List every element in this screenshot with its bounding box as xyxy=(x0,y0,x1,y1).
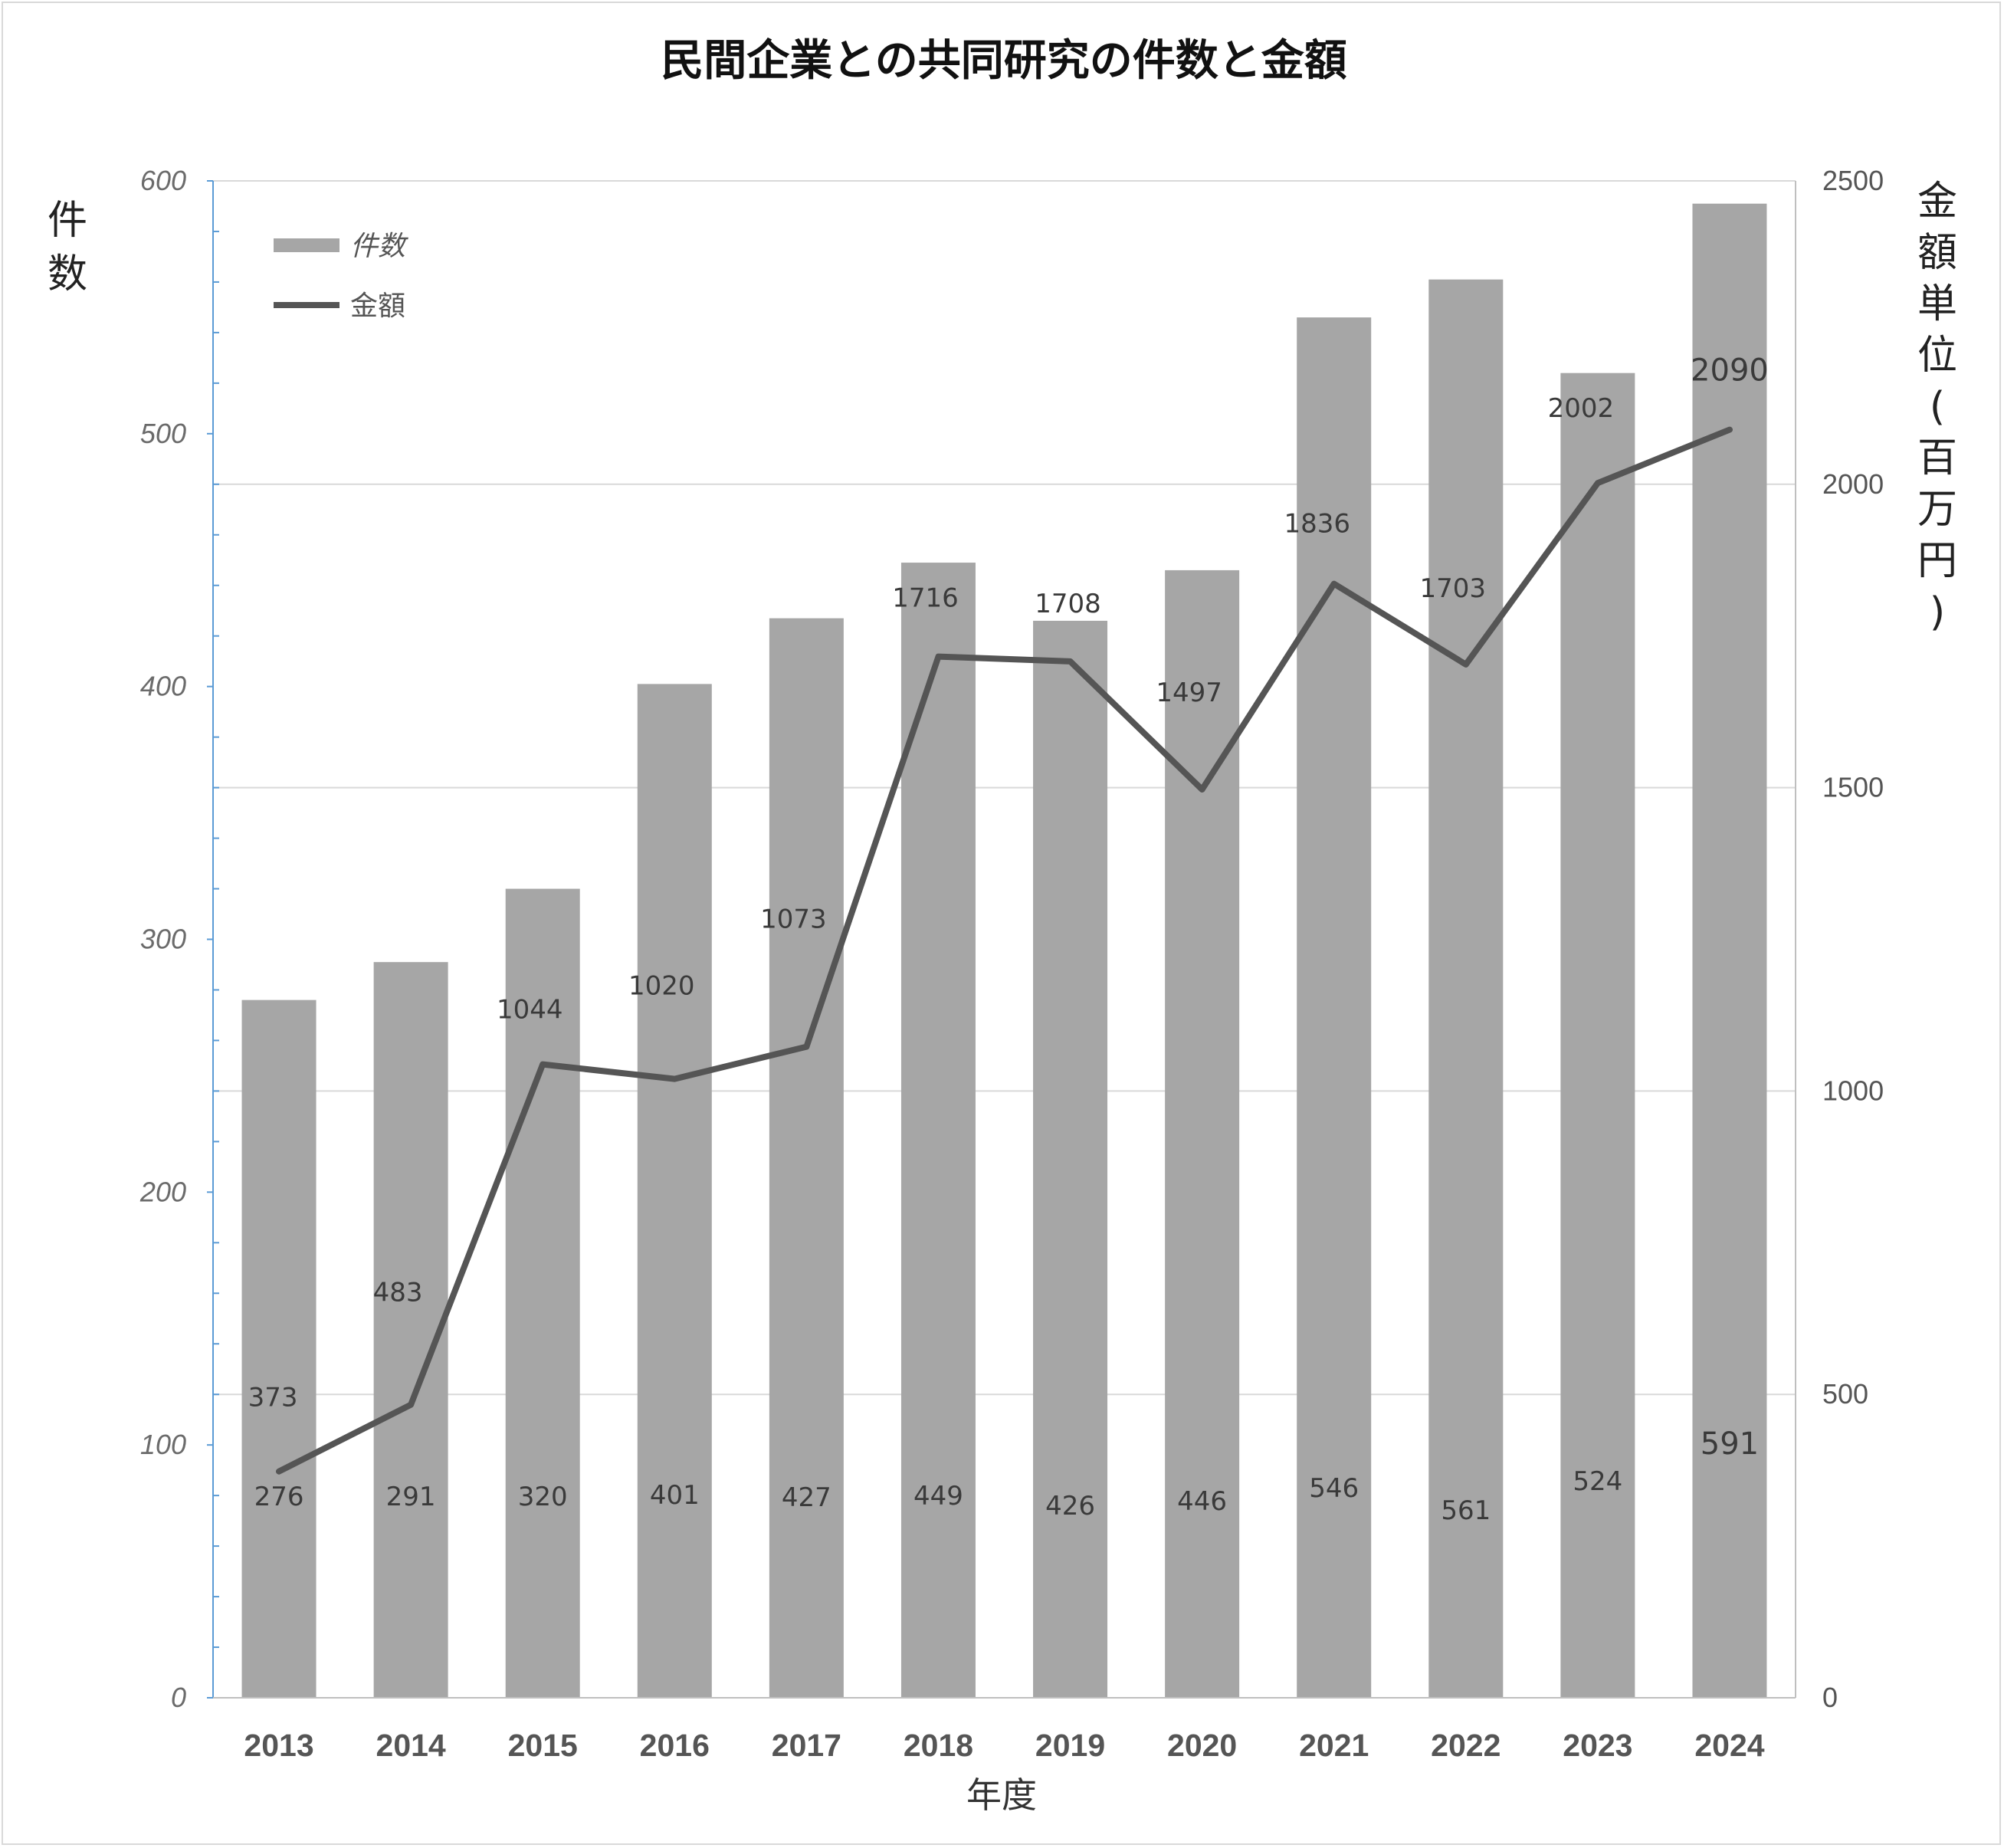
x-tick-label: 2013 xyxy=(244,1728,313,1763)
bar-2017 xyxy=(769,618,844,1698)
axis-label-char: 件 xyxy=(48,198,87,244)
bar-data-label: 401 xyxy=(650,1480,700,1511)
left-tick-label: 100 xyxy=(140,1429,186,1460)
x-tick-label: 2014 xyxy=(376,1728,446,1763)
x-tick-label: 2022 xyxy=(1431,1728,1501,1763)
line-data-label: 1708 xyxy=(1035,589,1101,619)
line-data-label: 1497 xyxy=(1156,678,1222,708)
bar-2019 xyxy=(1033,620,1108,1699)
bar-2023 xyxy=(1560,373,1635,1698)
line-金額 xyxy=(276,426,1733,1475)
bar-data-label: 446 xyxy=(1177,1486,1227,1517)
line-data-label: 1020 xyxy=(628,971,695,1002)
bar-2021 xyxy=(1297,317,1372,1698)
left-tick-label: 400 xyxy=(140,671,186,702)
bar-data-label: 449 xyxy=(913,1481,963,1512)
bar-data-label: 546 xyxy=(1309,1473,1359,1504)
legend-bar-label: 件数 xyxy=(350,231,408,262)
x-tick-label: 2023 xyxy=(1563,1728,1632,1763)
x-axis-label: 年度 xyxy=(966,1774,1037,1816)
line-data-label: 1703 xyxy=(1420,573,1487,604)
bar-2024 xyxy=(1692,203,1767,1698)
x-tick-label: 2020 xyxy=(1167,1728,1237,1763)
axis-label-char: 額 xyxy=(1917,230,1957,276)
bar-data-label: 591 xyxy=(1701,1426,1759,1462)
left-tick-label: 0 xyxy=(171,1682,186,1713)
x-tick-label: 2016 xyxy=(640,1728,710,1763)
axis-label-char: 数 xyxy=(48,251,87,297)
right-tick-label: 0 xyxy=(1822,1682,1838,1713)
legend: 件数 金額 xyxy=(274,231,408,322)
right-tick-label: 500 xyxy=(1822,1378,1868,1410)
x-tick-label: 2015 xyxy=(508,1728,578,1763)
axis-label-char: 単 xyxy=(1917,281,1957,327)
x-tick-label: 2018 xyxy=(904,1728,973,1763)
line-data-label: 2002 xyxy=(1548,393,1615,424)
bar-2013 xyxy=(241,999,317,1698)
left-tick-label: 600 xyxy=(140,165,186,196)
bar-2015 xyxy=(505,888,580,1698)
line-data-label: 1836 xyxy=(1284,509,1350,540)
axis-label-char: 円 xyxy=(1917,538,1957,584)
axes: 0 100 200 300 400 500 600 0 500 1000 1500 2000 2500 2… xyxy=(139,165,1884,1763)
bar-series xyxy=(241,203,1767,1699)
right-tick-label: 1000 xyxy=(1822,1075,1884,1106)
line-data-label: 373 xyxy=(248,1383,298,1413)
x-tick-label: 2017 xyxy=(772,1728,841,1763)
left-axis-label: 件数 xyxy=(48,198,87,297)
bar-data-label: 427 xyxy=(782,1482,831,1513)
bar-data-label: 276 xyxy=(254,1482,304,1512)
right-tick-label: 1500 xyxy=(1822,772,1884,803)
line-data-label: 1716 xyxy=(892,583,959,614)
chart-title: 民間企業との共同研究の件数と金額 xyxy=(661,36,1346,86)
line-data-label: 2090 xyxy=(1691,353,1769,389)
bar-2018 xyxy=(900,563,976,1698)
bar-2022 xyxy=(1428,279,1504,1698)
line-series xyxy=(276,426,1733,1475)
bar-data-label: 561 xyxy=(1441,1495,1491,1526)
line-data-label: 1073 xyxy=(760,904,827,935)
bar-data-label: 426 xyxy=(1045,1491,1095,1521)
grid-lines xyxy=(213,180,1796,1396)
legend-bar-swatch xyxy=(274,238,339,252)
left-tick-label: 300 xyxy=(140,924,186,955)
line-data-label: 483 xyxy=(373,1278,423,1308)
bar-data-label: 291 xyxy=(386,1482,436,1512)
x-tick-label: 2019 xyxy=(1035,1728,1105,1763)
bar-2020 xyxy=(1165,569,1240,1698)
left-tick-label: 200 xyxy=(139,1176,186,1207)
bar-2014 xyxy=(373,962,448,1698)
legend-line-label: 金額 xyxy=(350,290,405,322)
bar-data-label: 524 xyxy=(1573,1466,1622,1497)
left-tick-label: 500 xyxy=(140,418,186,449)
right-tick-label: 2000 xyxy=(1822,468,1884,500)
bar-2016 xyxy=(637,684,712,1698)
data-labels: 276 291 320 401 427 449 426 446 546 561 524 591 373 4… xyxy=(248,353,1769,1526)
axis-label-char: ( xyxy=(1930,384,1945,430)
right-axis-label: 金額単位 ( 百万円) xyxy=(1917,179,1957,635)
axis-label-char: 百 xyxy=(1917,435,1957,481)
axis-label-char: ) xyxy=(1930,589,1945,635)
axis-label-char: 金 xyxy=(1917,179,1957,225)
bar-data-label: 320 xyxy=(518,1482,568,1512)
axis-label-char: 位 xyxy=(1917,333,1957,379)
line-data-label: 1044 xyxy=(497,995,563,1026)
right-tick-label: 2500 xyxy=(1822,165,1884,196)
axis-label-char: 万 xyxy=(1917,487,1957,533)
x-tick-label: 2024 xyxy=(1694,1728,1764,1763)
x-tick-label: 2021 xyxy=(1299,1728,1369,1763)
